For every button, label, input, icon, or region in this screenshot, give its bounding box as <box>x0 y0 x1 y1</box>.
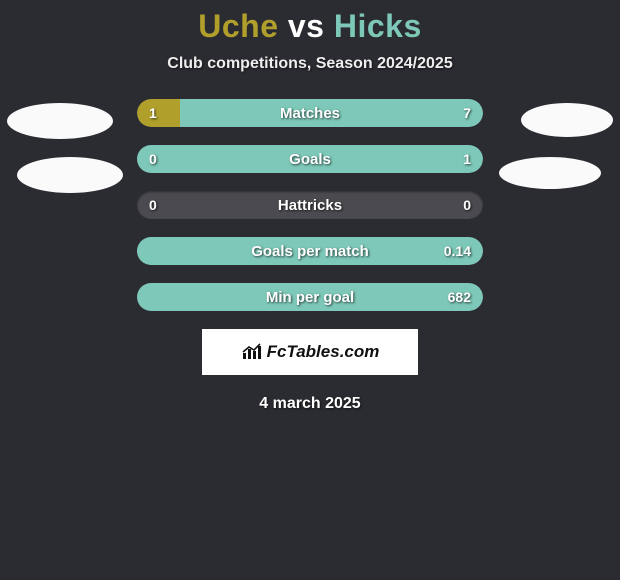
row-label: Matches <box>137 99 483 127</box>
page-title: Uche vs Hicks <box>0 0 620 45</box>
brand-text: FcTables.com <box>267 342 380 362</box>
value-right: 0 <box>463 191 471 219</box>
stat-row: Min per goal682 <box>137 283 483 311</box>
stat-rows: 1Matches70Goals10Hattricks0Goals per mat… <box>137 99 483 311</box>
stat-row: 0Goals1 <box>137 145 483 173</box>
row-label: Goals per match <box>137 237 483 265</box>
stat-row: 1Matches7 <box>137 99 483 127</box>
stat-row: Goals per match0.14 <box>137 237 483 265</box>
row-label: Hattricks <box>137 191 483 219</box>
title-separator: vs <box>278 8 333 44</box>
row-label: Min per goal <box>137 283 483 311</box>
value-right: 0.14 <box>444 237 471 265</box>
player1-club-avatar <box>17 157 123 193</box>
comparison-panel: 1Matches70Goals10Hattricks0Goals per mat… <box>0 99 620 311</box>
value-right: 1 <box>463 145 471 173</box>
player1-avatar <box>7 103 113 139</box>
player2-club-avatar <box>499 157 601 189</box>
value-right: 682 <box>448 283 471 311</box>
subtitle: Club competitions, Season 2024/2025 <box>0 55 620 73</box>
player2-name: Hicks <box>334 8 422 44</box>
row-label: Goals <box>137 145 483 173</box>
value-right: 7 <box>463 99 471 127</box>
date-text: 4 march 2025 <box>0 395 620 413</box>
stat-row: 0Hattricks0 <box>137 191 483 219</box>
brand-badge: FcTables.com <box>202 329 418 375</box>
chart-icon <box>241 343 263 361</box>
player2-avatar <box>521 103 613 137</box>
player1-name: Uche <box>198 8 278 44</box>
